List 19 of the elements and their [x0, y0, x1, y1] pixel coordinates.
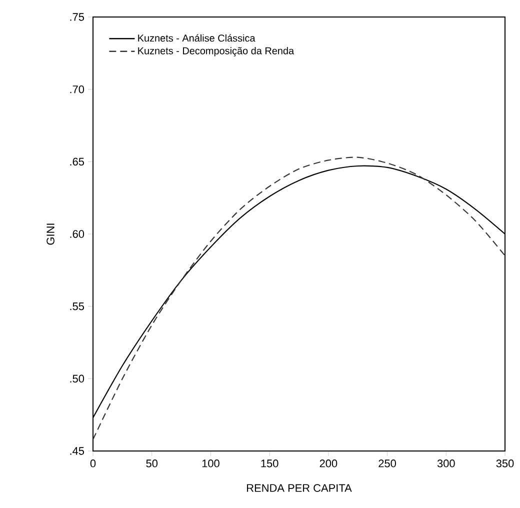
y-tick-label: .70 [70, 85, 84, 94]
x-tick-label: 150 [261, 460, 278, 468]
x-tick-label: 50 [146, 460, 158, 468]
x-axis-title: RENDA PER CAPITA [247, 484, 352, 492]
x-tick-label: 350 [496, 460, 514, 468]
y-tick-label: .45 [70, 447, 84, 455]
y-tick-label: .60 [70, 230, 84, 238]
y-axis-title: GINI [46, 224, 54, 245]
legend-label: Kuznets - Análise Clássica [138, 34, 256, 42]
y-tick-label: .55 [70, 302, 84, 310]
y-tick-label: .65 [70, 158, 84, 166]
x-tick-label: 100 [202, 460, 220, 468]
x-tick-label: 300 [437, 460, 455, 468]
legend-label: Kuznets - Decomposição da Renda [138, 47, 294, 56]
x-tick-label: 250 [378, 460, 396, 468]
x-tick-label: 200 [320, 460, 338, 468]
x-tick-label: 0 [90, 460, 96, 468]
y-tick-label: .50 [70, 374, 84, 383]
y-tick-label: .75 [70, 13, 84, 21]
